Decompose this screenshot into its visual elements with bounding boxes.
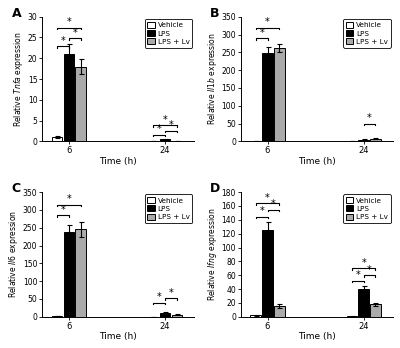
Bar <box>172 315 182 317</box>
Bar <box>262 53 273 141</box>
Legend: Vehicle, LPS, LPS + Lv: Vehicle, LPS, LPS + Lv <box>343 19 391 48</box>
Text: *: * <box>367 264 372 275</box>
Bar <box>52 137 62 141</box>
Text: *: * <box>265 192 270 203</box>
Bar <box>274 306 284 317</box>
Text: *: * <box>157 125 162 134</box>
Y-axis label: Relative $\it{Tnfa}$ expression: Relative $\it{Tnfa}$ expression <box>12 31 25 127</box>
Text: *: * <box>66 17 71 27</box>
X-axis label: Time (h): Time (h) <box>100 157 137 166</box>
Bar <box>358 140 369 141</box>
Text: *: * <box>259 206 264 216</box>
Text: *: * <box>157 292 162 302</box>
Bar <box>160 139 170 141</box>
X-axis label: Time (h): Time (h) <box>100 332 137 341</box>
Bar <box>250 315 261 317</box>
Text: *: * <box>361 258 366 268</box>
Bar <box>262 230 273 317</box>
Y-axis label: Relative $\it{Ifng}$ expression: Relative $\it{Ifng}$ expression <box>206 208 219 301</box>
Legend: Vehicle, LPS, LPS + Lv: Vehicle, LPS, LPS + Lv <box>144 19 192 48</box>
Text: B: B <box>210 7 220 20</box>
Bar <box>160 313 170 317</box>
Bar <box>370 304 381 317</box>
Text: *: * <box>66 194 71 204</box>
Bar <box>75 229 86 317</box>
Legend: Vehicle, LPS, LPS + Lv: Vehicle, LPS, LPS + Lv <box>343 194 391 223</box>
Y-axis label: Relative $\it{Il6}$ expression: Relative $\it{Il6}$ expression <box>7 211 20 299</box>
Text: *: * <box>367 113 372 124</box>
Text: D: D <box>210 182 221 195</box>
Text: *: * <box>271 199 276 209</box>
Text: *: * <box>168 120 173 130</box>
X-axis label: Time (h): Time (h) <box>298 157 336 166</box>
Bar <box>64 232 74 317</box>
Bar <box>370 139 381 141</box>
Text: *: * <box>72 27 77 38</box>
Text: *: * <box>61 36 66 46</box>
Text: *: * <box>265 17 270 27</box>
Text: C: C <box>12 182 21 195</box>
Y-axis label: Relative $\it{Il1b}$ expression: Relative $\it{Il1b}$ expression <box>206 33 218 126</box>
Text: *: * <box>168 288 173 298</box>
Legend: Vehicle, LPS, LPS + Lv: Vehicle, LPS, LPS + Lv <box>144 194 192 223</box>
Bar <box>274 48 284 141</box>
Bar <box>64 54 74 141</box>
Text: *: * <box>356 270 360 280</box>
X-axis label: Time (h): Time (h) <box>298 332 336 341</box>
Text: A: A <box>12 7 21 20</box>
Bar <box>52 316 62 317</box>
Text: *: * <box>163 115 168 125</box>
Bar <box>358 289 369 317</box>
Text: *: * <box>259 28 264 38</box>
Bar <box>75 66 86 141</box>
Text: *: * <box>61 205 66 215</box>
